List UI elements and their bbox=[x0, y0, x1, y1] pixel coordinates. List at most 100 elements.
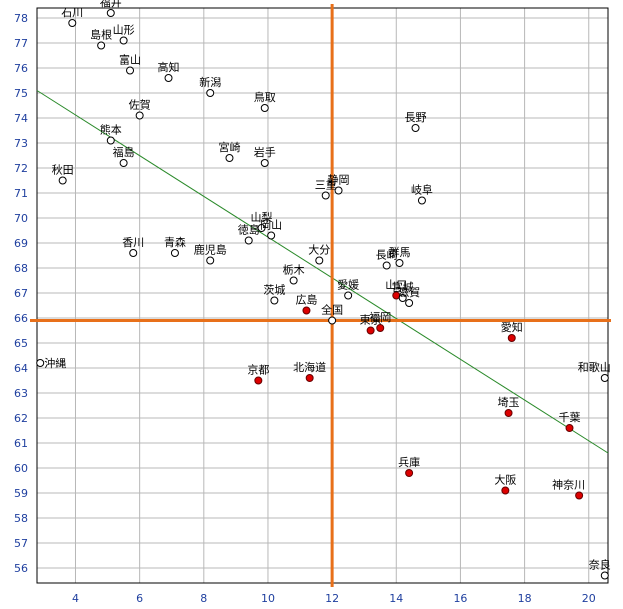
data-point bbox=[405, 299, 414, 307]
data-point bbox=[315, 256, 324, 265]
x-axis-ticks: 4 6 8 10 12 14 16 18 20 bbox=[72, 592, 596, 605]
point-label: 青森 bbox=[164, 235, 186, 249]
y-tick-label: 71 bbox=[14, 187, 28, 200]
data-point bbox=[289, 276, 298, 285]
point-label: 長野 bbox=[405, 111, 427, 124]
data-point bbox=[129, 249, 138, 257]
point-label: 群馬 bbox=[388, 245, 410, 259]
point-label: 宮崎 bbox=[218, 140, 240, 154]
point-label: 熊本 bbox=[100, 123, 122, 137]
point-label: 京都 bbox=[247, 363, 269, 377]
point-label: 島根 bbox=[90, 28, 112, 42]
point-label: 長崎 bbox=[376, 248, 398, 262]
y-tick-label: 63 bbox=[14, 387, 28, 400]
data-point bbox=[119, 159, 128, 167]
data-point bbox=[260, 159, 269, 167]
data-point bbox=[106, 136, 115, 145]
y-tick-label: 73 bbox=[14, 137, 28, 150]
y-tick-label: 60 bbox=[14, 462, 28, 475]
point-label: 和歌山 bbox=[578, 360, 611, 374]
data-point bbox=[126, 66, 135, 75]
data-point bbox=[267, 231, 276, 240]
point-label: 徳島 bbox=[238, 223, 260, 237]
point-label: 茨城 bbox=[263, 283, 285, 297]
y-tick-label: 74 bbox=[14, 112, 28, 125]
point-label: 全国 bbox=[321, 303, 343, 317]
y-tick-label: 57 bbox=[14, 537, 28, 550]
point-label: 石川 bbox=[61, 6, 83, 19]
data-point bbox=[135, 111, 144, 120]
point-label: 福島 bbox=[113, 145, 135, 159]
point-label: 香川 bbox=[122, 236, 144, 249]
plot-frame bbox=[36, 7, 609, 584]
point-label: 富山 bbox=[119, 53, 141, 67]
data-point bbox=[321, 191, 330, 200]
trendline bbox=[36, 90, 609, 454]
data-point bbox=[501, 486, 510, 495]
y-tick-label: 78 bbox=[14, 12, 28, 25]
x-tick-label: 16 bbox=[453, 592, 467, 605]
y-tick-label: 76 bbox=[14, 62, 28, 75]
point-label: 滋賀 bbox=[398, 286, 420, 299]
data-point bbox=[170, 249, 179, 257]
y-tick-label: 67 bbox=[14, 287, 28, 300]
point-label: 岩手 bbox=[254, 145, 276, 159]
point-label: 岐阜 bbox=[411, 184, 433, 197]
point-label: 沖縄 bbox=[44, 356, 66, 370]
point-label: 福岡 bbox=[369, 310, 391, 324]
data-point bbox=[36, 359, 45, 367]
data-point bbox=[254, 376, 263, 385]
point-label: 奈良 bbox=[589, 558, 611, 572]
x-tick-label: 12 bbox=[325, 592, 339, 605]
point-label: 大分 bbox=[308, 243, 330, 257]
point-label: 愛媛 bbox=[337, 278, 359, 292]
x-tick-label: 6 bbox=[136, 592, 143, 605]
data-point bbox=[119, 36, 128, 45]
point-label: 高知 bbox=[158, 60, 180, 74]
point-label: 愛知 bbox=[501, 320, 523, 334]
y-tick-label: 62 bbox=[14, 412, 28, 425]
point-label: 北海道 bbox=[293, 360, 326, 374]
point-label: 岡山 bbox=[260, 219, 282, 232]
point-label: 東京 bbox=[360, 313, 382, 327]
x-tick-label: 8 bbox=[200, 592, 207, 605]
data-point bbox=[376, 324, 385, 332]
data-point bbox=[97, 41, 106, 50]
data-point bbox=[257, 224, 266, 232]
x-tick-label: 4 bbox=[72, 592, 79, 605]
data-point bbox=[575, 491, 584, 500]
data-point bbox=[206, 89, 215, 97]
data-point bbox=[366, 326, 375, 335]
y-tick-label: 75 bbox=[14, 87, 28, 100]
y-axis-ticks: 56 57 58 59 60 61 62 63 64 65 66 67 68 69 70 71 72 73 74 75… bbox=[14, 12, 28, 575]
point-label: 兵庫 bbox=[398, 455, 420, 469]
data-point bbox=[68, 19, 77, 27]
y-tick-label: 77 bbox=[14, 37, 28, 50]
point-label: 栃木 bbox=[283, 263, 305, 277]
x-tick-label: 20 bbox=[582, 592, 596, 605]
y-tick-label: 70 bbox=[14, 212, 28, 225]
point-label: 千葉 bbox=[559, 410, 581, 424]
data-point bbox=[305, 374, 314, 382]
data-point bbox=[411, 124, 420, 132]
x-tick-label: 14 bbox=[389, 592, 403, 605]
point-label: 福井 bbox=[100, 0, 122, 9]
point-label: 鳥取 bbox=[254, 90, 276, 104]
data-points bbox=[36, 9, 609, 580]
point-label: 大阪 bbox=[494, 473, 516, 487]
gridlines bbox=[37, 8, 608, 583]
point-label: 新潟 bbox=[199, 75, 221, 89]
point-label: 神奈川 bbox=[552, 478, 585, 492]
point-label: 宮城 bbox=[392, 280, 414, 294]
data-point bbox=[398, 294, 407, 302]
x-tick-label: 18 bbox=[518, 592, 532, 605]
data-point bbox=[507, 334, 516, 342]
y-tick-label: 61 bbox=[14, 437, 28, 450]
point-label: 佐賀 bbox=[129, 98, 151, 112]
point-label: 秋田 bbox=[52, 163, 74, 177]
y-tick-label: 66 bbox=[14, 312, 28, 325]
data-point bbox=[565, 424, 574, 432]
